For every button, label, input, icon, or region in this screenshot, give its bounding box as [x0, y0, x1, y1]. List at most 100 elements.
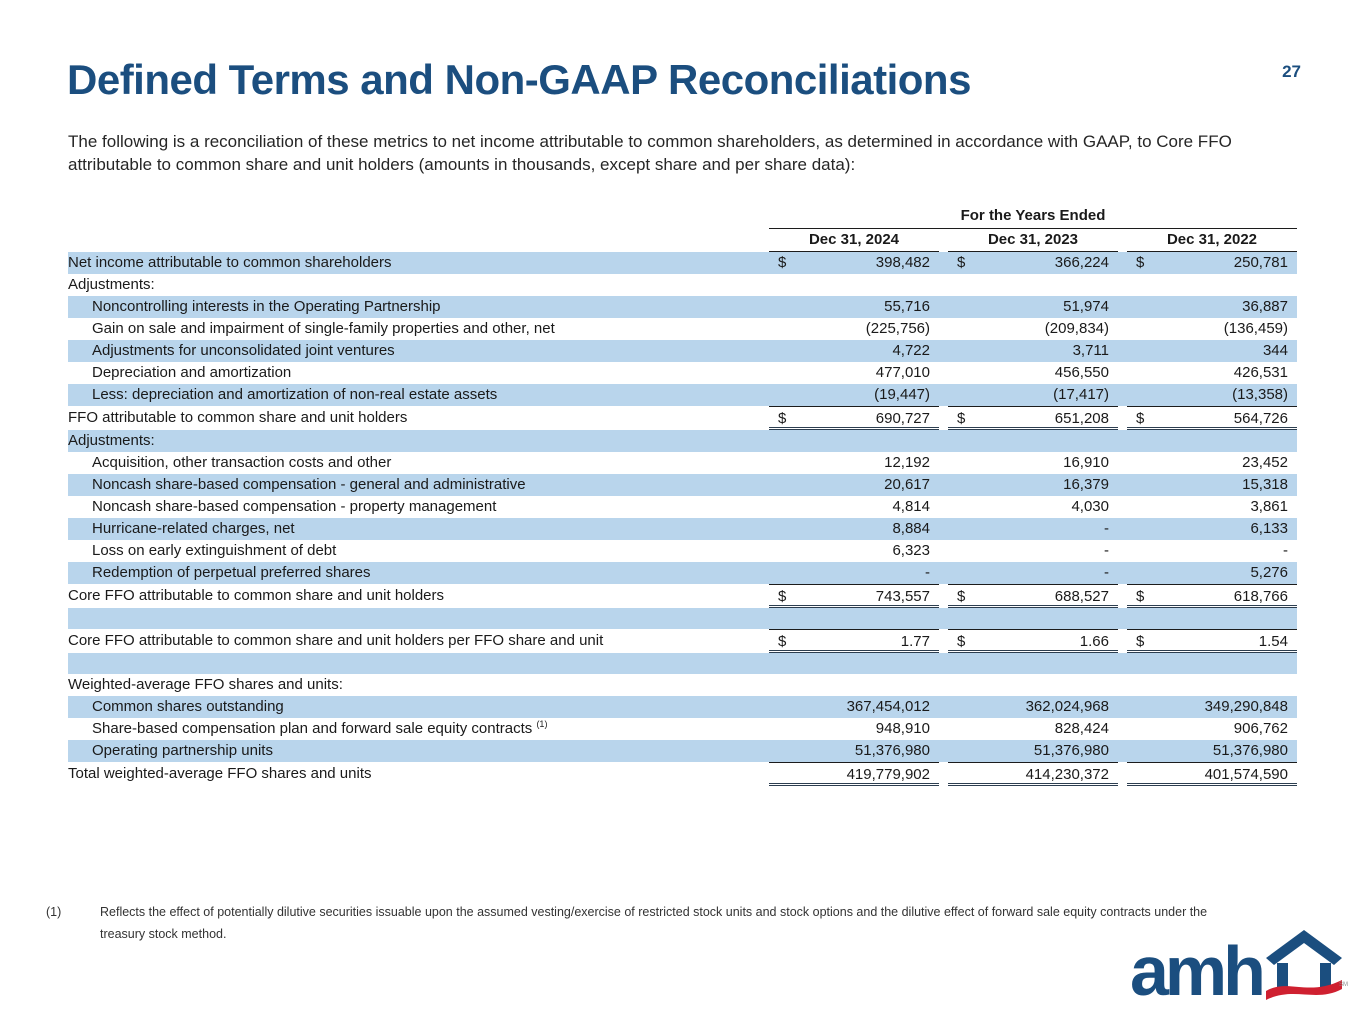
- table-cell: $1.66: [948, 629, 1118, 653]
- cell-value: (19,447): [874, 386, 930, 403]
- dollar-sign: [1127, 763, 1136, 783]
- cell-value: 414,230,372: [1025, 766, 1109, 783]
- right-wall: [1319, 963, 1331, 988]
- table-cell: 16,379: [948, 474, 1118, 496]
- table-row: Net income attributable to common shareh…: [68, 252, 1297, 274]
- table-cell: (225,756): [769, 318, 939, 340]
- cell-value: -: [1104, 564, 1109, 581]
- table-row: Noncash share-based compensation - gener…: [68, 474, 1297, 496]
- cell-value: 3,861: [1250, 498, 1288, 515]
- row-label: Noncash share-based compensation - gener…: [92, 476, 526, 493]
- table-row: Acquisition, other transaction costs and…: [68, 452, 1297, 474]
- table-cell: (19,447): [769, 384, 939, 406]
- dollar-sign: [769, 718, 778, 740]
- table-row: Noncontrolling interests in the Operatin…: [68, 296, 1297, 318]
- cell-value: 651,208: [1054, 410, 1109, 427]
- table-cell: -: [1127, 540, 1297, 562]
- dollar-sign: [948, 318, 957, 340]
- dollar-sign: [948, 718, 957, 740]
- table-row: Adjustments:: [68, 274, 1297, 296]
- left-wall: [1276, 963, 1288, 988]
- cell-value: (13,358): [1232, 386, 1288, 403]
- dollar-sign: [769, 384, 778, 406]
- cell-value: 743,557: [875, 588, 930, 605]
- cell-value: 419,779,902: [846, 766, 930, 783]
- table-cell: 349,290,848: [1127, 696, 1297, 718]
- table-cell: $651,208: [948, 406, 1118, 430]
- table-cell: 8,884: [769, 518, 939, 540]
- row-label: Weighted-average FFO shares and units:: [68, 676, 343, 693]
- dollar-sign: $: [1136, 633, 1145, 650]
- cell-value: 8,884: [892, 520, 930, 537]
- row-label: Net income attributable to common shareh…: [68, 254, 392, 271]
- table-cell: 55,716: [769, 296, 939, 318]
- footnote-text: Reflects the effect of potentially dilut…: [100, 905, 1208, 941]
- column-header: Dec 31, 2023: [948, 229, 1118, 252]
- table-row: Operating partnership units 51,376,980 51,…: [68, 740, 1297, 762]
- table-row: Hurricane-related charges, net 8,884 - 6,13…: [68, 518, 1297, 540]
- dollar-sign: [1127, 362, 1136, 384]
- dollar-sign: [769, 340, 778, 362]
- dollar-sign: [948, 474, 957, 496]
- table-cell: 4,722: [769, 340, 939, 362]
- table-cell: -: [948, 518, 1118, 540]
- table-cell: 426,531: [1127, 362, 1297, 384]
- table-cell: 906,762: [1127, 718, 1297, 740]
- cell-value: 51,376,980: [1212, 742, 1288, 759]
- dollar-sign: [769, 518, 778, 540]
- cell-value: 3,711: [1072, 342, 1109, 359]
- cell-value: 55,716: [884, 298, 930, 315]
- table-cell: 51,376,980: [948, 740, 1118, 762]
- cell-value: -: [1104, 542, 1109, 559]
- cell-value: 426,531: [1233, 364, 1288, 381]
- table-cell: 4,030: [948, 496, 1118, 518]
- table-cell: 362,024,968: [948, 696, 1118, 718]
- table-spacer-row: [68, 608, 1297, 629]
- row-label: Hurricane-related charges, net: [92, 520, 295, 537]
- cell-value: 15,318: [1242, 476, 1288, 493]
- dollar-sign: $: [957, 633, 966, 650]
- table-cell: 401,574,590: [1127, 762, 1297, 786]
- cell-value: 344: [1262, 342, 1288, 359]
- dollar-sign: [1127, 496, 1136, 518]
- row-label: [68, 653, 1297, 674]
- dollar-sign: [769, 540, 778, 562]
- table-row: Total weighted-average FFO shares and un…: [68, 762, 1297, 786]
- cell-value: 828,424: [1054, 720, 1109, 737]
- table-cell: $1.54: [1127, 629, 1297, 653]
- table-cell: 51,974: [948, 296, 1118, 318]
- table-cell: 6,133: [1127, 518, 1297, 540]
- page-number: 27: [1282, 62, 1301, 81]
- row-label: [68, 608, 1297, 629]
- table-body: Net income attributable to common shareh…: [68, 252, 1297, 786]
- row-label: Redemption of perpetual preferred shares: [92, 564, 371, 581]
- table-cell: 3,711: [948, 340, 1118, 362]
- footnote: (1) Reflects the effect of potentially d…: [46, 901, 1222, 945]
- footnote-marker: (1): [46, 905, 62, 919]
- table-cell: (136,459): [1127, 318, 1297, 340]
- cell-value: 16,379: [1063, 476, 1109, 493]
- row-label: Share-based compensation plan and forwar…: [92, 719, 548, 738]
- table-cell: 4,814: [769, 496, 939, 518]
- cell-value: 36,887: [1242, 298, 1288, 315]
- cell-value: (17,417): [1053, 386, 1109, 403]
- red-swoosh: [1265, 980, 1342, 1000]
- dollar-sign: [948, 740, 957, 762]
- intro-paragraph: The following is a reconciliation of the…: [68, 132, 1232, 174]
- column-header: Dec 31, 2022: [1127, 229, 1297, 252]
- table-spacer-row: [68, 653, 1297, 674]
- cell-value: -: [1104, 520, 1109, 537]
- dollar-sign: [1127, 296, 1136, 318]
- roof-shape: [1265, 930, 1342, 965]
- cell-value: (136,459): [1223, 320, 1288, 337]
- table-cell: 16,910: [948, 452, 1118, 474]
- cell-value: 948,910: [875, 720, 930, 737]
- dollar-sign: $: [957, 588, 966, 605]
- row-label: Total weighted-average FFO shares and un…: [68, 765, 372, 782]
- dollar-sign: [1127, 318, 1136, 340]
- table-row: Weighted-average FFO shares and units:: [68, 674, 1297, 696]
- dollar-sign: [1127, 540, 1136, 562]
- table-row: Less: depreciation and amortization of n…: [68, 384, 1297, 406]
- cell-value: 5,276: [1250, 564, 1288, 581]
